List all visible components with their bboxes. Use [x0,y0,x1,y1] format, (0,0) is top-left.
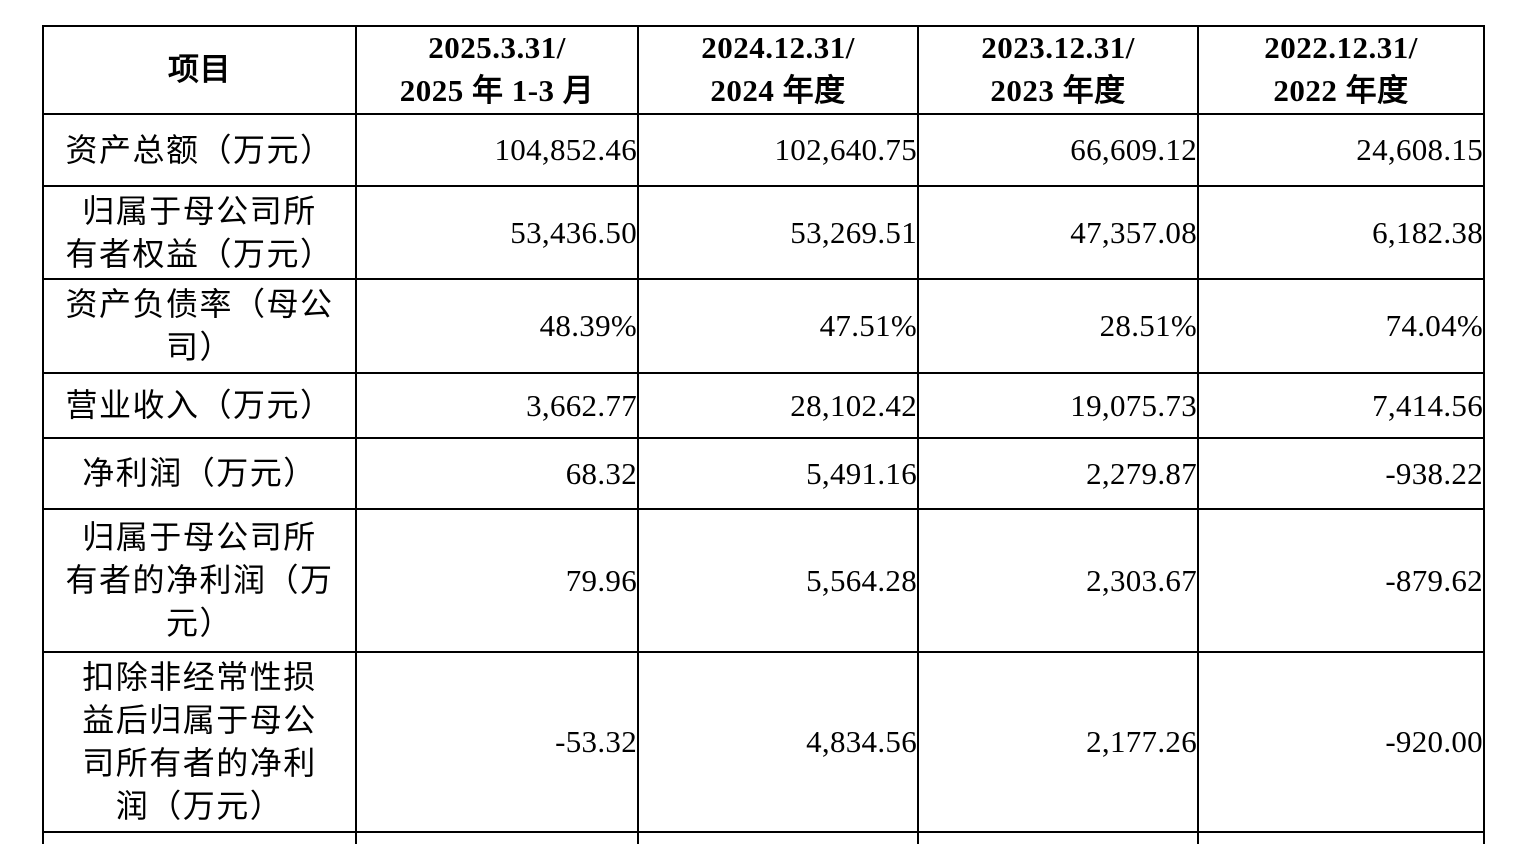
financial-summary-table: 项目 2025.3.31/ 2025 年 1-3 月 2024.12.31/ 2… [42,25,1485,844]
table-row-total-assets: 资产总额（万元） 104,852.46 102,640.75 66,609.12… [42,113,1485,187]
table-row-deducted-net-profit: 扣除非经常性损 益后归属于母公 司所有者的净利 润（万元） -53.32 4,8… [42,651,1485,833]
value-cell: 47.51% [637,278,919,374]
value-cell: 2,279.87 [917,437,1199,510]
table-row-parent-net-profit: 归属于母公司所 有者的净利润（万 元） 79.96 5,564.28 2,303… [42,508,1485,653]
value-cell: 66,609.12 [917,113,1199,187]
value-cell: 19,075.73 [917,372,1199,439]
value-cell [1197,831,1485,844]
row-label: 归属于母公司所 有者权益（万元） [42,185,357,280]
value-cell: 104,852.46 [355,113,639,187]
row-label: 资产总额（万元） [42,113,357,187]
table-row-revenue: 营业收入（万元） 3,662.77 28,102.42 19,075.73 7,… [42,372,1485,439]
value-cell: -920.00 [1197,651,1485,833]
value-cell: 3,662.77 [355,372,639,439]
table-row-parent-equity: 归属于母公司所 有者权益（万元） 53,436.50 53,269.51 47,… [42,185,1485,280]
value-cell: 6,182.38 [1197,185,1485,280]
value-cell: 24,608.15 [1197,113,1485,187]
value-cell: 7,414.56 [1197,372,1485,439]
value-cell: -938.22 [1197,437,1485,510]
value-cell: 48.39% [355,278,639,374]
row-label: 营业收入（万元） [42,372,357,439]
value-cell: 28,102.42 [637,372,919,439]
row-label: 扣除非经常性损 益后归属于母公 司所有者的净利 润（万元） [42,651,357,833]
column-header-2024: 2024.12.31/ 2024 年度 [637,25,919,115]
column-header-2023: 2023.12.31/ 2023 年度 [917,25,1199,115]
value-cell: 5,564.28 [637,508,919,653]
value-cell: 2,177.26 [917,651,1199,833]
value-cell: 102,640.75 [637,113,919,187]
row-label: 资产负债率（母公 司） [42,278,357,374]
value-cell: 68.32 [355,437,639,510]
table-row-debt-ratio: 资产负债率（母公 司） 48.39% 47.51% 28.51% 74.04% [42,278,1485,374]
row-label [42,831,357,844]
value-cell: -879.62 [1197,508,1485,653]
value-cell: 47,357.08 [917,185,1199,280]
value-cell: 2,303.67 [917,508,1199,653]
value-cell: 5,491.16 [637,437,919,510]
value-cell [637,831,919,844]
table-row-clipped [42,831,1485,844]
row-label: 净利润（万元） [42,437,357,510]
column-header-2025q1: 2025.3.31/ 2025 年 1-3 月 [355,25,639,115]
value-cell: 79.96 [355,508,639,653]
value-cell: 53,436.50 [355,185,639,280]
header-row: 项目 2025.3.31/ 2025 年 1-3 月 2024.12.31/ 2… [42,25,1485,115]
value-cell [355,831,639,844]
value-cell: -53.32 [355,651,639,833]
table-row-net-profit: 净利润（万元） 68.32 5,491.16 2,279.87 -938.22 [42,437,1485,510]
column-header-item: 项目 [42,25,357,115]
row-label: 归属于母公司所 有者的净利润（万 元） [42,508,357,653]
value-cell [917,831,1199,844]
value-cell: 74.04% [1197,278,1485,374]
column-header-2022: 2022.12.31/ 2022 年度 [1197,25,1485,115]
value-cell: 28.51% [917,278,1199,374]
value-cell: 53,269.51 [637,185,919,280]
value-cell: 4,834.56 [637,651,919,833]
